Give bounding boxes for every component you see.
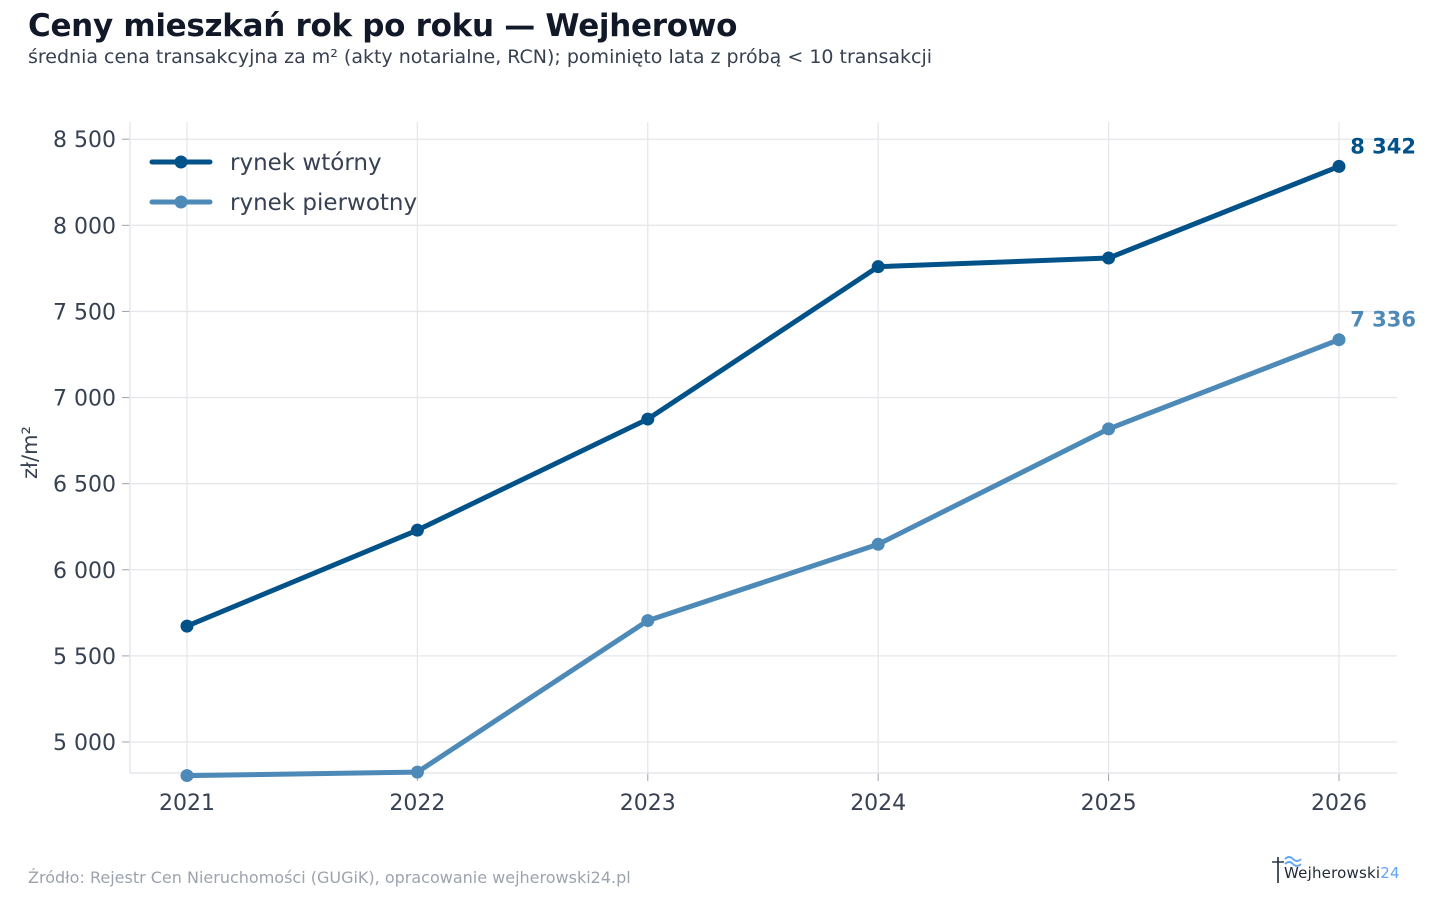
legend-swatch-marker [174,195,188,209]
source-footer: Źródło: Rejestr Cen Nieruchomości (GUGiK… [28,868,631,887]
logo-text: Wejherowski [1284,864,1381,882]
end-value-label: 7 336 [1350,308,1416,332]
x-tick-label: 2024 [850,791,906,816]
chart-title: Ceny mieszkań rok po roku — Wejherowo [28,8,738,44]
x-tick-label: 2022 [389,791,445,816]
legend-swatch-marker [174,155,188,169]
legend-label: rynek wtórny [230,150,382,176]
data-point [180,769,194,783]
data-point [410,765,424,779]
y-axis-label: zł/m² [18,426,42,479]
y-tick-label: 7 000 [53,387,116,412]
logo-wordmark: Wejherowski24 [1284,864,1400,882]
data-point [641,412,655,426]
wave-logo-icon [1272,856,1302,883]
data-point [1332,333,1346,347]
brand-logo: Wejherowski24 [1268,853,1413,887]
data-point [1332,159,1346,173]
x-tick-label: 2026 [1311,791,1367,816]
y-tick-label: 6 000 [53,559,116,584]
y-tick-label: 7 500 [53,300,116,325]
chart-subtitle: średnia cena transakcyjna za m² (akty no… [28,46,933,68]
series-line-1 [184,337,1342,779]
y-tick-label: 8 500 [53,128,116,153]
y-tick-label: 6 500 [53,473,116,498]
y-tick-label: 8 000 [53,214,116,239]
data-point [641,614,655,628]
data-point [1102,251,1116,265]
data-point [180,619,194,633]
y-tick-label: 5 500 [53,645,116,670]
series-line-0 [184,163,1342,629]
data-point [871,537,885,551]
x-tick-label: 2025 [1081,791,1137,816]
end-value-label: 8 342 [1350,134,1416,158]
x-tick-label: 2023 [620,791,676,816]
y-tick-label: 5 000 [53,731,116,756]
data-point [871,260,885,274]
x-tick-label: 2021 [159,791,215,816]
data-point [410,523,424,537]
legend-label: rynek pierwotny [230,190,417,216]
data-point [1102,422,1116,436]
logo-number: 24 [1380,864,1400,882]
